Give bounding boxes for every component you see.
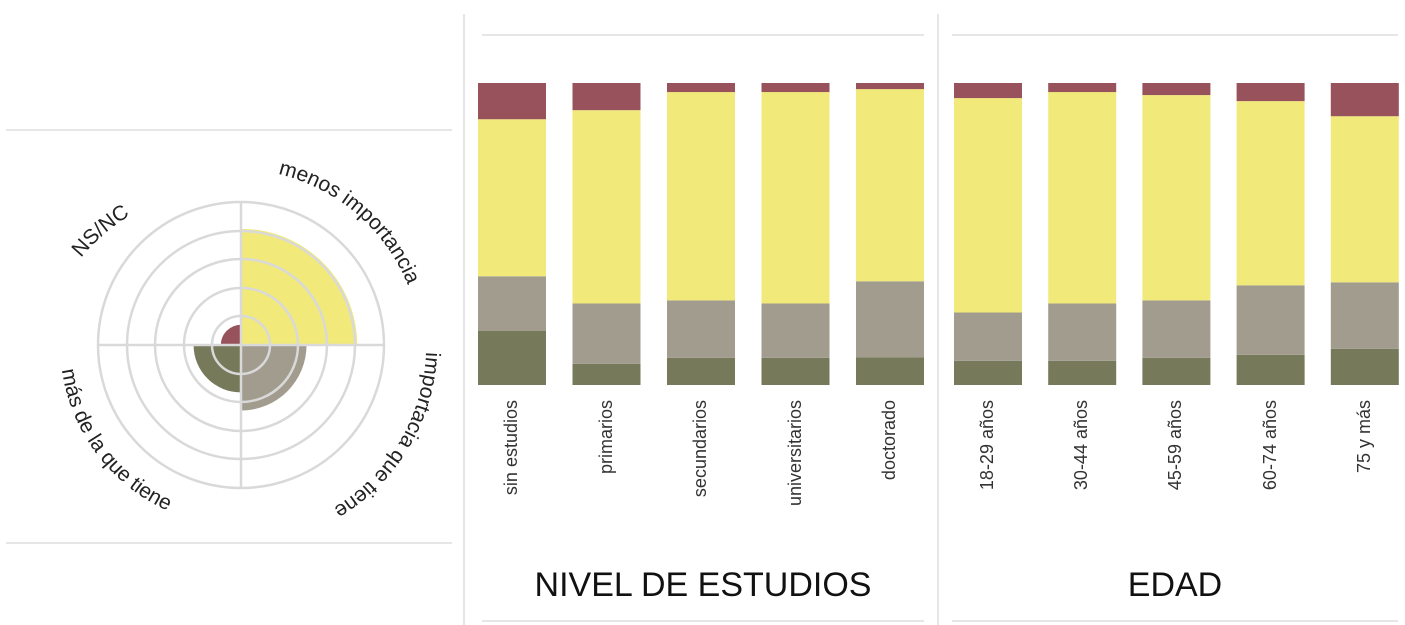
category-label: secundarios	[690, 400, 710, 498]
category-label: 45-59 años	[1165, 400, 1186, 491]
category-label: sin estudios	[501, 400, 521, 496]
bar-segment-menos-importancia	[1048, 92, 1117, 304]
radial-chart: NS/NC menos importancia importacia que t…	[57, 156, 444, 523]
bar-segment-mas-de-la-que-tiene	[954, 360, 1022, 385]
bar-segment-ns-nc	[1236, 83, 1305, 102]
bar-chart-nivel-de-estudios	[478, 83, 924, 385]
bar-segment-mas-de-la-que-tiene	[1048, 360, 1117, 385]
category-label: 75 y más	[1353, 400, 1374, 474]
category-label: 18-29 años	[977, 400, 997, 491]
bar-segment-importancia-que-tiene	[954, 312, 1022, 361]
radial-grid	[96, 200, 386, 490]
radial-sector-importancia-que-tiene	[241, 345, 307, 411]
title-edad: EDAD	[1127, 566, 1223, 604]
divider-middle	[937, 14, 939, 625]
bar-segment-importancia-que-tiene	[667, 300, 735, 358]
bar-segment-menos-importancia	[478, 119, 546, 277]
category-label: universitarios	[784, 400, 805, 507]
bar-segment-mas-de-la-que-tiene	[572, 363, 641, 385]
estudios-bottom-rule	[482, 620, 924, 622]
bar-segment-ns-nc	[1142, 83, 1211, 96]
bar-segment-menos-importancia	[667, 92, 735, 301]
bar-segment-mas-de-la-que-tiene	[856, 357, 924, 385]
bar-chart-edad	[954, 83, 1399, 385]
bar-segment-mas-de-la-que-tiene	[1236, 354, 1305, 385]
bar-segment-ns-nc	[954, 83, 1022, 99]
bar-segment-importancia-que-tiene	[572, 303, 641, 364]
bar-segment-ns-nc	[572, 83, 641, 111]
bar-segment-menos-importancia	[1236, 101, 1305, 286]
edad-bottom-rule	[952, 620, 1398, 622]
bar-segment-importancia-que-tiene	[1236, 285, 1305, 355]
bar-segment-importancia-que-tiene	[1048, 303, 1117, 361]
bar-segment-menos-importancia	[761, 92, 830, 304]
edad-top-rule	[952, 34, 1398, 36]
bar-segment-importancia-que-tiene	[1142, 300, 1211, 358]
estudios-top-rule	[482, 34, 924, 36]
radial-sector-mas-de-la-que-tiene	[193, 345, 241, 393]
category-label: 30-44 años	[1071, 400, 1092, 491]
radial-top-rule	[6, 129, 452, 131]
category-label: 60-74 años	[1259, 400, 1280, 491]
bar-segment-ns-nc	[1330, 83, 1399, 117]
bar-segment-importancia-que-tiene	[478, 276, 546, 331]
bar-segment-mas-de-la-que-tiene	[1142, 357, 1211, 385]
bar-segment-mas-de-la-que-tiene	[667, 357, 735, 385]
bar-segment-ns-nc	[667, 83, 735, 93]
title-nivel-de-estudios: NIVEL DE ESTUDIOS	[534, 566, 872, 604]
bar-segment-ns-nc	[761, 83, 830, 93]
bar-segment-mas-de-la-que-tiene	[1330, 348, 1399, 385]
bar-segment-menos-importancia	[954, 98, 1022, 313]
category-label: primarios	[595, 400, 616, 475]
bar-segment-importancia-que-tiene	[1330, 282, 1399, 349]
radial-bottom-rule	[6, 542, 452, 544]
bar-segment-importancia-que-tiene	[761, 303, 830, 358]
bar-segment-ns-nc	[1048, 83, 1117, 93]
bar-segment-menos-importancia	[1330, 116, 1399, 283]
bar-segment-ns-nc	[856, 83, 924, 90]
category-label: doctorado	[879, 400, 899, 481]
bar-segment-menos-importancia	[856, 89, 924, 282]
bar-segment-menos-importancia	[1142, 95, 1211, 301]
bar-segment-mas-de-la-que-tiene	[478, 330, 546, 385]
radial-sector-ns-nc	[220, 324, 241, 345]
radial-sector-menos-importancia	[241, 228, 358, 345]
bar-segment-ns-nc	[478, 83, 546, 120]
bar-segment-importancia-que-tiene	[856, 281, 924, 358]
bar-segment-menos-importancia	[572, 110, 641, 304]
bar-segment-mas-de-la-que-tiene	[761, 357, 830, 385]
divider-left	[463, 14, 465, 625]
